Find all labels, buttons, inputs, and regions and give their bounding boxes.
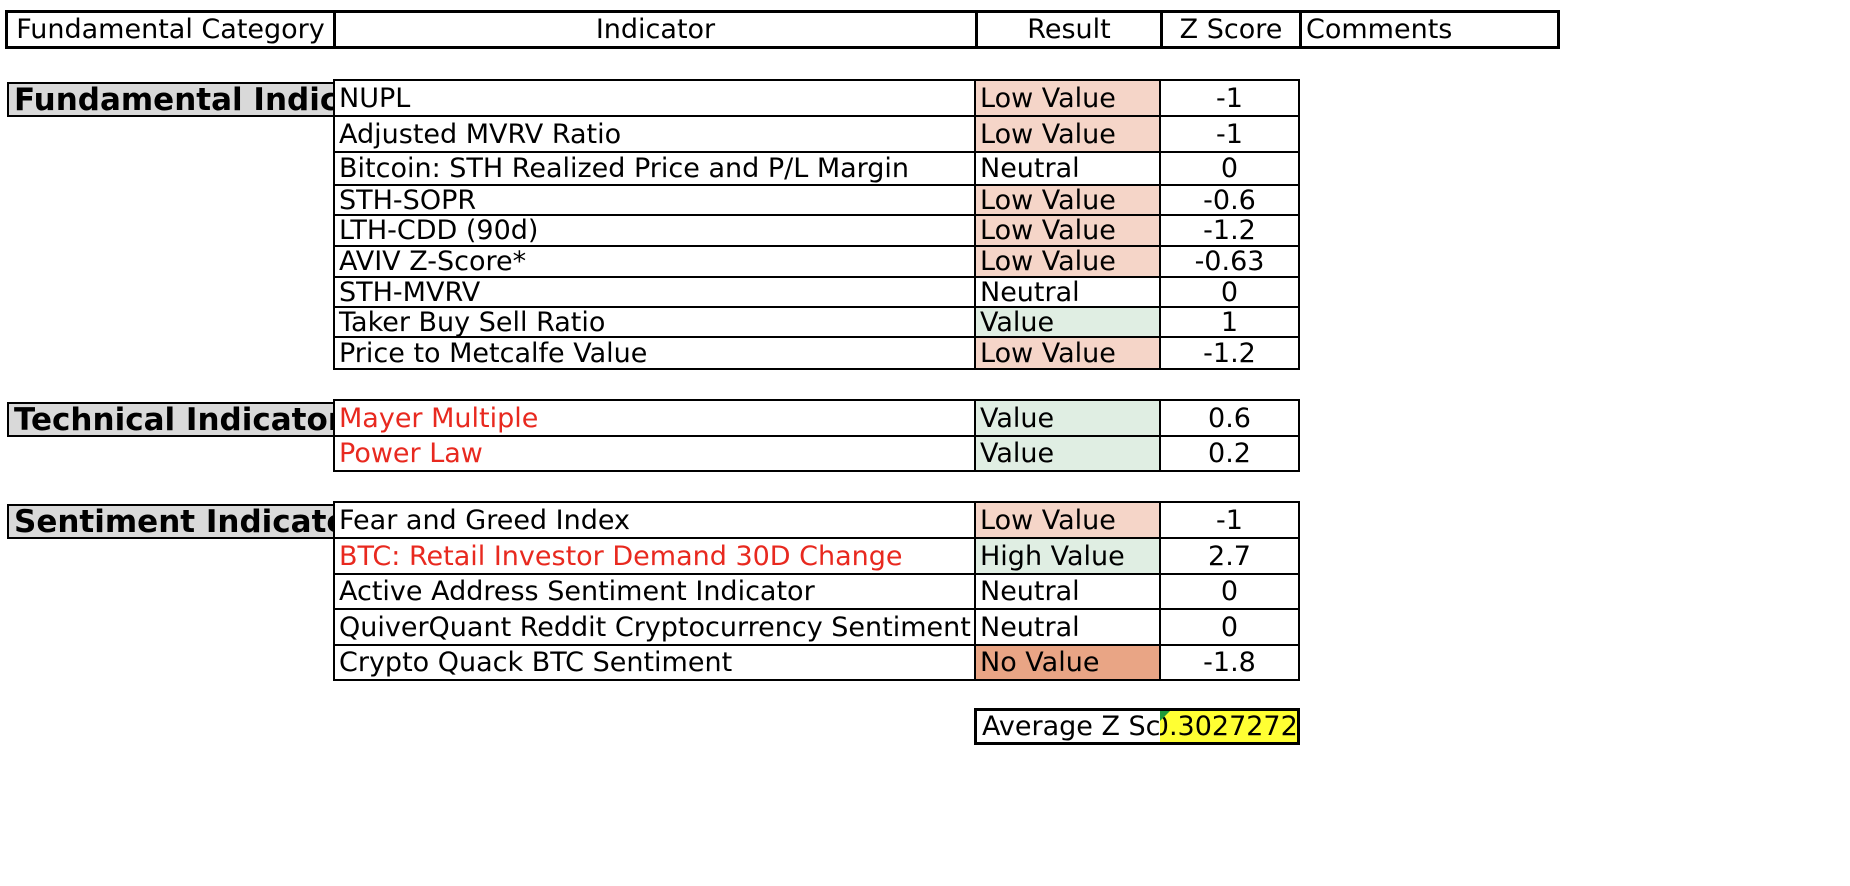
zscore-value: 1 — [1220, 307, 1239, 337]
zscore-value: -0.63 — [1194, 246, 1265, 277]
indicator-name: QuiverQuant Reddit Cryptocurrency Sentim… — [339, 611, 975, 643]
zscore-value: 0 — [1220, 153, 1239, 184]
grid-line — [334, 184, 1300, 186]
header-comments: Comments — [1299, 10, 1560, 49]
zscore-value: -1 — [1216, 118, 1243, 150]
zscore-value: -1.2 — [1203, 337, 1256, 369]
result-value: Low Value — [975, 215, 1160, 246]
grid-line — [334, 245, 1300, 247]
result-value: Low Value — [975, 185, 1160, 215]
result-value: Value — [975, 307, 1160, 337]
grid-line — [334, 537, 1300, 539]
grid-line — [334, 644, 1300, 646]
zscore-value: 0 — [1220, 576, 1239, 607]
average-zscore-value[interactable]: -0.30272727 — [1160, 708, 1300, 745]
grid-line — [334, 679, 1300, 681]
result-value: Neutral — [980, 576, 1080, 607]
indicator-name: LTH-CDD (90d) — [339, 215, 539, 246]
grid-line — [974, 79, 976, 370]
indicator-name: Mayer Multiple — [339, 402, 539, 434]
grid-line — [1298, 501, 1300, 681]
average-zscore-label: Average Z Score — [974, 708, 1163, 745]
result-value: High Value — [975, 538, 1160, 574]
grid-line — [334, 79, 1300, 81]
result-value: Neutral — [980, 611, 1080, 643]
indicator-name: STH-SOPR — [339, 185, 477, 215]
indicator-name: Active Address Sentiment Indicator — [339, 576, 815, 607]
header-zscore: Z Score — [1160, 10, 1302, 49]
result-value: Value — [975, 400, 1160, 436]
grid-line — [333, 501, 335, 681]
indicator-name: Crypto Quack BTC Sentiment — [339, 647, 733, 678]
zscore-value: -0.6 — [1203, 185, 1256, 215]
zscore-value: -1.8 — [1203, 647, 1256, 678]
grid-line — [334, 214, 1300, 216]
grid-line — [334, 573, 1300, 575]
grid-line — [1298, 79, 1300, 370]
result-value: Low Value — [975, 337, 1160, 369]
average-zscore-number: -0.30272727 — [1160, 711, 1298, 742]
result-value: No Value — [975, 645, 1160, 680]
indicator-name: Fear and Greed Index — [339, 504, 630, 536]
indicator-name: Adjusted MVRV Ratio — [339, 118, 622, 150]
grid-line — [334, 306, 1300, 308]
header-category: Fundamental Category — [5, 10, 336, 49]
result-value: Value — [975, 436, 1160, 471]
header-result: Result — [975, 10, 1163, 49]
grid-line — [334, 276, 1300, 278]
zscore-value: -1.2 — [1203, 215, 1256, 246]
grid-line — [334, 470, 1300, 472]
result-value: Low Value — [975, 246, 1160, 277]
category-label: Sentiment Indicators — [7, 504, 334, 539]
zscore-value: 2.7 — [1208, 540, 1251, 572]
indicator-name: STH-MVRV — [339, 277, 481, 307]
grid-line — [1159, 501, 1161, 681]
grid-line — [333, 399, 335, 472]
grid-line — [1159, 399, 1161, 472]
zscore-value: 0.6 — [1208, 402, 1251, 434]
indicator-name: Bitcoin: STH Realized Price and P/L Marg… — [339, 153, 910, 184]
grid-line — [334, 608, 1300, 610]
indicator-name: NUPL — [339, 82, 411, 114]
indicator-name: BTC: Retail Investor Demand 30D Change — [339, 540, 903, 572]
zscore-value: -1 — [1216, 504, 1243, 536]
result-value: Neutral — [980, 277, 1080, 307]
category-label: Fundamental Indicators — [7, 82, 334, 117]
grid-line — [333, 79, 335, 370]
header-indicator: Indicator — [333, 10, 978, 49]
category-label: Technical Indicators — [7, 402, 334, 437]
indicator-name: Power Law — [339, 438, 483, 469]
grid-line — [1159, 79, 1161, 370]
zscore-value: 0 — [1220, 277, 1239, 307]
grid-line — [974, 501, 976, 681]
grid-line — [334, 115, 1300, 117]
zscore-value: 0 — [1220, 611, 1239, 643]
grid-line — [334, 368, 1300, 370]
grid-line — [334, 435, 1300, 437]
grid-line — [334, 151, 1300, 153]
indicator-name: Price to Metcalfe Value — [339, 337, 648, 369]
result-value: Low Value — [975, 80, 1160, 116]
zscore-value: 0.2 — [1208, 438, 1251, 469]
grid-line — [334, 336, 1300, 338]
zscore-value: -1 — [1216, 82, 1243, 114]
grid-line — [974, 399, 976, 472]
grid-line — [1298, 399, 1300, 472]
cell-error-flag-icon — [1160, 711, 1170, 721]
grid-line — [334, 501, 1300, 503]
result-value: Low Value — [975, 116, 1160, 152]
indicator-name: Taker Buy Sell Ratio — [339, 307, 606, 337]
result-value: Neutral — [980, 153, 1080, 184]
result-value: Low Value — [975, 502, 1160, 538]
indicator-name: AVIV Z-Score* — [339, 246, 527, 277]
grid-line — [334, 399, 1300, 401]
